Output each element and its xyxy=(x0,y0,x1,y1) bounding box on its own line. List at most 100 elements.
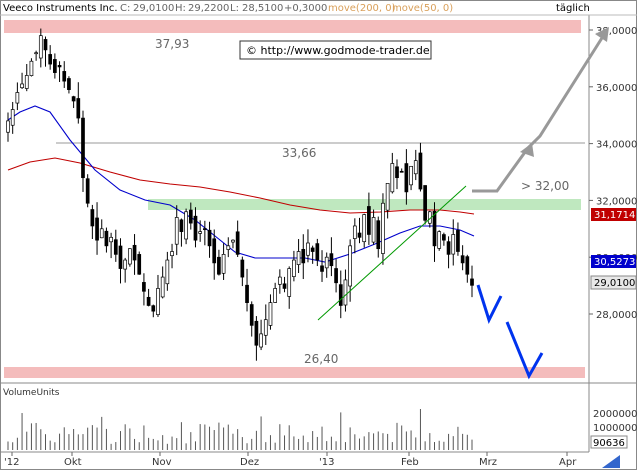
candle-body xyxy=(413,160,418,175)
candle-body xyxy=(85,178,90,204)
candle-body xyxy=(151,305,156,312)
header-ma-short: move(50, 0) xyxy=(392,3,453,14)
candle-body xyxy=(81,117,85,179)
candle-body xyxy=(277,276,282,285)
candle-body xyxy=(142,282,146,292)
header-close: 29,0100 xyxy=(133,3,174,14)
candle-body xyxy=(404,163,409,193)
candle-body xyxy=(343,279,348,306)
candle-body xyxy=(296,251,301,265)
candle-body xyxy=(29,60,34,77)
candle-body xyxy=(371,217,376,243)
level-label-33-66: 33,66 xyxy=(282,146,316,160)
candle-body xyxy=(76,98,81,119)
volume-last-text: 90636 xyxy=(593,438,625,449)
header-high: 29,2200 xyxy=(188,3,229,14)
candle-body xyxy=(53,59,57,73)
candle-body xyxy=(113,239,118,255)
candle-body xyxy=(324,256,329,269)
candle-body xyxy=(451,234,456,255)
candle-body xyxy=(231,239,235,243)
volume-last-tag xyxy=(590,435,628,449)
candle-body xyxy=(385,183,390,211)
x-tick-label: Okt xyxy=(64,457,82,468)
y-tick-label: 36,0000 xyxy=(596,83,637,94)
candle-body xyxy=(362,214,367,243)
candle-body xyxy=(235,231,240,255)
volume-title: VolumeUnits xyxy=(3,388,60,398)
candle-body xyxy=(432,210,437,247)
forecast-down-arrow-2 xyxy=(505,321,544,380)
target-label: > 32,00 xyxy=(521,179,569,193)
candle-body xyxy=(381,202,385,254)
forecast-up-arrowhead-1 xyxy=(520,143,534,157)
support-band-bottom xyxy=(4,367,585,378)
candle-body xyxy=(104,230,109,247)
candle-body xyxy=(109,236,113,243)
ma50-tag-text: 30,5273 xyxy=(594,257,635,268)
candle-body xyxy=(57,64,62,68)
candle-body xyxy=(67,78,71,90)
candle-body xyxy=(71,96,76,102)
candle-body xyxy=(90,209,95,227)
volume-tick-2m: 2000000 xyxy=(593,409,637,420)
candle-body xyxy=(160,276,165,298)
candle-body xyxy=(348,245,352,287)
x-tick-label: '12 xyxy=(4,457,19,468)
candle-body xyxy=(132,244,137,261)
candle-body xyxy=(465,256,470,275)
forecast-down-arrow xyxy=(476,284,503,324)
candle-body xyxy=(137,254,142,275)
candle-body xyxy=(254,320,259,346)
ma200-tag-text: 31,1714 xyxy=(594,210,635,221)
candle-body xyxy=(184,211,188,240)
x-tick-label: Apr xyxy=(559,457,577,468)
volume-bars xyxy=(7,409,473,450)
candle-body xyxy=(123,259,128,270)
candle-body xyxy=(156,288,160,315)
x-axis: '12 Okt Nov Dez '13 Feb Mrz Apr xyxy=(4,452,577,468)
candle-body xyxy=(10,109,15,126)
candle-body xyxy=(263,319,268,336)
last-price-tag xyxy=(590,275,637,290)
candle-body xyxy=(245,284,249,303)
candle-body xyxy=(240,259,245,278)
candle-body xyxy=(418,152,423,190)
ma200-line xyxy=(7,157,475,215)
uptrend-line xyxy=(317,185,467,321)
candle-body xyxy=(165,259,170,285)
candle-body xyxy=(329,253,334,267)
candle-body xyxy=(249,304,254,326)
x-tick-label: '13 xyxy=(319,457,334,468)
header-change: +0,3000 xyxy=(284,3,327,14)
candle-body xyxy=(268,302,273,326)
candle-body xyxy=(62,71,67,82)
candle-body xyxy=(99,228,104,239)
candle-body xyxy=(470,278,474,286)
candle-body xyxy=(221,254,226,274)
level-label-37-93: 37,93 xyxy=(155,37,189,51)
y-tick-label: 28,0000 xyxy=(596,310,637,321)
scroll-right-icon[interactable] xyxy=(602,455,620,468)
candle-body xyxy=(6,120,10,133)
candle-body xyxy=(217,256,221,275)
candle-body xyxy=(34,52,38,55)
candle-body xyxy=(226,245,231,250)
header-low-label: L: xyxy=(230,3,239,14)
candle-body xyxy=(188,209,193,224)
candle-body xyxy=(38,35,43,59)
watermark-box xyxy=(239,40,432,60)
resistance-band-top xyxy=(4,20,581,33)
candle-body xyxy=(174,217,179,245)
candle-body xyxy=(193,215,198,241)
candle-body xyxy=(24,75,29,89)
header-low: 28,5100 xyxy=(242,3,283,14)
last-price-tag-text: 29,0100 xyxy=(594,278,635,289)
candle-body xyxy=(456,230,460,252)
candle-body xyxy=(376,220,381,250)
candle-body xyxy=(460,255,465,264)
candle-body xyxy=(390,163,395,193)
y-tick-label: 32,0000 xyxy=(596,196,637,207)
candle-body xyxy=(20,83,24,89)
